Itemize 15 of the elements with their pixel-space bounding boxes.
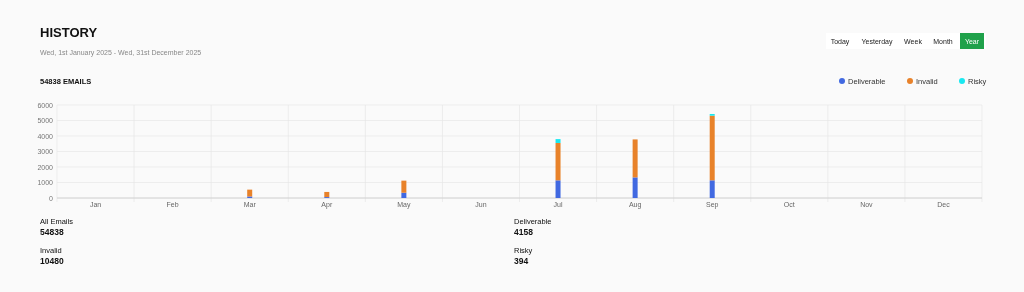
chart-title: HISTORY xyxy=(40,25,98,40)
bar xyxy=(324,191,330,198)
bar xyxy=(555,142,561,181)
bar xyxy=(555,139,561,143)
text: 4158 xyxy=(514,227,534,237)
bar xyxy=(401,192,407,198)
bar xyxy=(401,180,407,193)
bar xyxy=(709,180,715,198)
bar xyxy=(709,115,715,181)
bar xyxy=(632,139,638,178)
text: 394 xyxy=(514,256,529,266)
text: 54838 xyxy=(40,227,64,237)
bar xyxy=(555,180,561,198)
text: 10480 xyxy=(40,256,64,266)
bar xyxy=(632,177,638,198)
